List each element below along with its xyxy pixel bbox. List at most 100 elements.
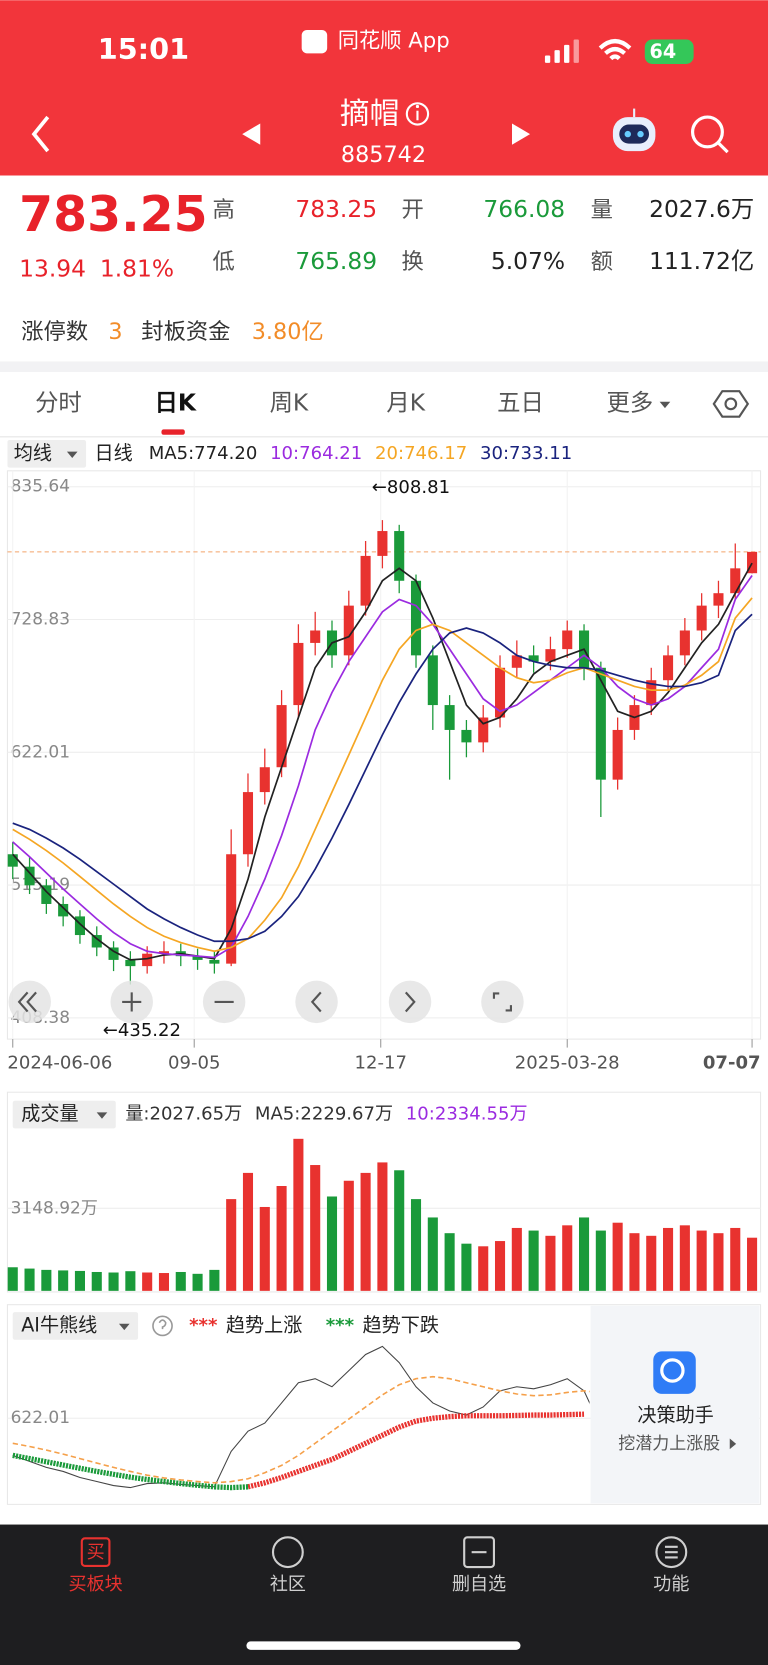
info-icon[interactable]	[405, 102, 430, 126]
candle-body	[511, 655, 522, 668]
candle-body	[209, 959, 220, 964]
turnover-label: 换	[402, 249, 424, 275]
volume-bar	[713, 1233, 724, 1291]
next-button[interactable]	[512, 123, 531, 145]
candle-body	[612, 729, 623, 780]
settings-icon[interactable]	[712, 390, 750, 418]
candle-body	[410, 580, 422, 656]
change: 13.94	[19, 255, 86, 283]
turnover: 5.07%	[491, 247, 565, 275]
assistant-subtitle: 挖潜力上涨股	[618, 1434, 720, 1454]
prev-button[interactable]	[242, 123, 261, 145]
back-button[interactable]	[31, 115, 50, 153]
chart-control[interactable]	[481, 980, 524, 1024]
x-tick-label: 2025-03-28	[515, 1053, 620, 1074]
assistant-arrow	[729, 1438, 737, 1450]
tab-icon	[271, 1536, 304, 1569]
candle-body	[7, 854, 18, 867]
assistant-icon-lens	[660, 1358, 685, 1383]
legend-marker: ***	[326, 1315, 355, 1336]
limit-fund-label: 封板资金	[141, 319, 230, 345]
candle-body	[427, 655, 438, 706]
y-tick-label: 622.01	[11, 742, 70, 762]
tab[interactable]: 更多	[607, 388, 654, 416]
ai-price-line	[12, 1345, 590, 1489]
status-time: 15:01	[98, 32, 189, 66]
chart-control[interactable]	[388, 980, 432, 1024]
volume-selector[interactable]: 成交量	[21, 1102, 78, 1125]
tab-underline	[161, 429, 185, 435]
x-tick-label: 12-17	[354, 1053, 406, 1074]
limit-fund: 3.80亿	[252, 319, 324, 345]
nav-title: 摘帽	[340, 96, 399, 131]
volume-bar	[293, 1138, 304, 1291]
amount: 111.72亿	[649, 247, 754, 275]
candle-body	[394, 531, 405, 581]
control-bg	[481, 980, 524, 1024]
candle-body	[192, 956, 203, 960]
high-label: 高	[212, 197, 234, 223]
control-bg	[388, 980, 432, 1024]
status-app: 同花顺 App	[338, 29, 450, 54]
volume-bar	[679, 1225, 690, 1291]
volume-bar	[696, 1230, 707, 1291]
candle-body	[679, 630, 690, 656]
selector-box	[7, 440, 87, 468]
volume-bar	[511, 1227, 522, 1291]
volume-bar	[125, 1271, 136, 1291]
tab-icon	[655, 1536, 688, 1569]
volume-bar	[226, 1199, 237, 1291]
volume-bar	[747, 1237, 758, 1291]
ai-selector[interactable]: AI牛熊线	[21, 1313, 97, 1336]
volume-bar	[24, 1268, 35, 1291]
tab[interactable]: 日K	[155, 388, 197, 416]
candle-body	[444, 705, 455, 730]
volume-bar	[41, 1269, 52, 1291]
candle-body	[276, 705, 287, 768]
tab-label[interactable]: 社区	[270, 1574, 306, 1595]
chart-control[interactable]	[110, 980, 153, 1024]
robot-icon[interactable]	[612, 108, 656, 152]
volume-bar	[612, 1222, 623, 1291]
volume-bar	[242, 1172, 254, 1291]
high-annotation: ←808.81	[372, 477, 450, 498]
tab[interactable]: 分时	[35, 388, 82, 416]
help-icon[interactable]	[152, 1315, 173, 1337]
dropdown-arrow	[118, 1323, 130, 1331]
tab-label[interactable]: 买板块	[69, 1574, 123, 1595]
low-annotation: ←435.22	[103, 1020, 181, 1041]
tab[interactable]: 月K	[386, 388, 425, 416]
candle-body	[142, 953, 153, 967]
legend-entry: 30:733.11	[480, 443, 572, 464]
search-button[interactable]	[690, 115, 729, 154]
trend-line	[247, 1411, 585, 1490]
y-tick-label: 835.64	[11, 477, 70, 497]
candle-body	[646, 680, 657, 706]
control-icon	[122, 992, 142, 1012]
chart-control[interactable]	[295, 980, 338, 1024]
legend-entry: MA5:2229.67万	[255, 1104, 393, 1125]
chart-control[interactable]	[202, 980, 246, 1024]
candle-body	[74, 916, 85, 936]
tab-label[interactable]: 功能	[653, 1574, 689, 1595]
candle-body	[242, 792, 254, 855]
tab[interactable]: 周K	[270, 388, 309, 416]
volume-bar	[578, 1217, 590, 1291]
chart-control[interactable]	[8, 980, 51, 1024]
battery-icon	[644, 39, 694, 64]
control-bg	[8, 980, 51, 1024]
legend-entry: 趋势上涨	[226, 1313, 302, 1336]
volume-bar	[629, 1233, 640, 1291]
ma-selector[interactable]: 均线	[14, 441, 52, 464]
assistant-icon	[653, 1351, 696, 1394]
kline-frame	[6, 470, 762, 1040]
assistant-panel[interactable]	[590, 1305, 760, 1504]
tab-label[interactable]: 删自选	[452, 1574, 506, 1595]
high: 783.25	[295, 195, 377, 223]
tab[interactable]: 五日	[497, 388, 544, 416]
control-icon	[310, 991, 322, 1013]
x-tick-label: 09-05	[168, 1053, 220, 1074]
legend-marker: ***	[189, 1315, 218, 1336]
volume-bar	[410, 1199, 422, 1291]
